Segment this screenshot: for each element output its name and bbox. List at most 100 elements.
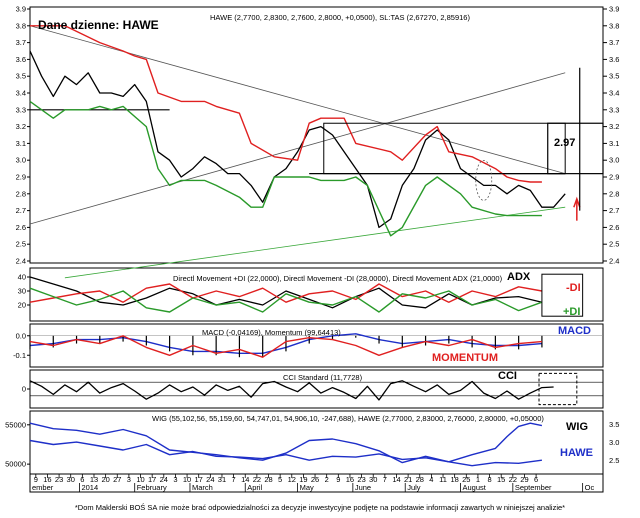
y-tick-label: 3.1 <box>16 139 26 148</box>
month-label: Oc <box>585 483 595 492</box>
x-tick-label: 3 <box>127 475 131 484</box>
wig-legend: WIG (55,102,56, 55,159,60, 54,747,01, 54… <box>152 414 544 423</box>
x-tick-label: 6 <box>80 475 84 484</box>
x-tick-label: 9 <box>336 475 340 484</box>
x-tick-label: 3 <box>173 475 177 484</box>
y-tick-label-right: 3.5 <box>609 420 619 429</box>
series-adx <box>29 276 543 309</box>
x-tick-label: 18 <box>450 475 458 484</box>
wig-label: WIG <box>566 421 588 433</box>
y-tick-label-right: 3.8 <box>609 21 619 30</box>
month-label: ember <box>32 483 54 492</box>
y-tick-label: 3.5 <box>16 72 26 81</box>
y-tick-label: 3.7 <box>16 38 26 47</box>
x-tick-label: 27 <box>113 475 121 484</box>
series-wig <box>29 422 543 463</box>
macd-label: MACD <box>558 325 591 337</box>
x-tick-label: 17 <box>148 475 156 484</box>
x-tick-label: 10 <box>183 475 191 484</box>
y-tick-label: 3.0 <box>16 156 26 165</box>
x-tick-label: 13 <box>90 475 98 484</box>
x-tick-label: 17 <box>195 475 203 484</box>
y-tick-label: 3.6 <box>16 55 26 64</box>
y-tick-label-right: 2.9 <box>609 173 619 182</box>
series-close <box>29 50 566 229</box>
series-hawe <box>29 422 542 467</box>
x-tick-label: 10 <box>136 475 144 484</box>
y-tick-label: 30 <box>18 287 26 296</box>
y-tick-label-right: 3.2 <box>609 122 619 131</box>
x-tick-label: 14 <box>392 475 400 484</box>
month-label: April <box>247 483 262 492</box>
x-tick-label: 11 <box>439 475 447 484</box>
y-tick-label: 3.4 <box>16 89 26 98</box>
y-tick-label: 50000 <box>5 460 26 469</box>
y-tick-label: 0.0 <box>16 331 26 340</box>
y-tick-label: 2.9 <box>16 173 26 182</box>
cci-label: CCI <box>498 370 517 382</box>
x-tick-label: 22 <box>509 475 517 484</box>
x-tick-label: 1 <box>476 475 480 484</box>
chart-title: Dane dzienne: HAWE <box>38 18 159 32</box>
x-tick-label: 7 <box>383 475 387 484</box>
x-tick-label: 5 <box>278 475 282 484</box>
disclaimer-footer: *Dom Maklerski BOŚ SA nie może brać odpo… <box>75 503 565 512</box>
y-tick-label: 0 <box>22 385 26 394</box>
y-tick-label: 2.8 <box>16 189 26 198</box>
y-tick-label-right: 2.4 <box>609 257 619 266</box>
trendline-up <box>29 72 566 225</box>
y-tick-label-right: 2.5 <box>609 456 619 465</box>
y-tick-label: 2.7 <box>16 206 26 215</box>
price-annotation: 2.97 <box>554 137 575 149</box>
y-tick-label-right: 3.5 <box>609 72 619 81</box>
x-tick-label: 20 <box>101 475 109 484</box>
x-tick-label: 7 <box>232 475 236 484</box>
y-tick-label: 20 <box>18 301 26 310</box>
x-tick-label: 28 <box>416 475 424 484</box>
series-minus_di <box>29 283 543 303</box>
x-tick-label: 31 <box>218 475 226 484</box>
minus-di-label: -DI <box>566 282 581 294</box>
x-tick-label: 19 <box>299 475 307 484</box>
y-tick-label: 2.5 <box>16 240 26 249</box>
x-tick-label: 30 <box>369 475 377 484</box>
y-tick-label-right: 2.6 <box>609 223 619 232</box>
y-tick-label-right: 3.4 <box>609 89 619 98</box>
series-plus_di <box>29 287 543 313</box>
month-label: July <box>407 483 421 492</box>
y-tick-label-right: 3.0 <box>609 438 619 447</box>
x-tick-label: 12 <box>288 475 296 484</box>
trendline-down <box>29 25 566 174</box>
dmi-panel <box>29 267 604 322</box>
y-tick-label-right: 3.6 <box>609 55 619 64</box>
y-tick-label: 2.6 <box>16 223 26 232</box>
up-arrow-head <box>573 196 581 208</box>
x-tick-label: 15 <box>497 475 505 484</box>
adx-label: ADX <box>507 271 531 283</box>
x-tick-label: 26 <box>311 475 319 484</box>
y-tick-label: 3.2 <box>16 122 26 131</box>
month-label: 2014 <box>81 483 98 492</box>
cci-highlight-box <box>538 372 578 406</box>
x-tick-label: 16 <box>43 475 51 484</box>
series-cci <box>29 380 554 401</box>
x-tick-label: 21 <box>404 475 412 484</box>
x-tick-label: 22 <box>253 475 261 484</box>
y-tick-label: -0.1 <box>13 351 26 360</box>
dmi-highlight-box <box>541 273 584 317</box>
target-box <box>547 122 604 175</box>
range-box <box>323 122 566 175</box>
y-tick-label: 3.9 <box>16 5 26 14</box>
plus-di-label: +DI <box>563 306 580 318</box>
momentum-label: MOMENTUM <box>432 352 498 364</box>
y-tick-label: 2.4 <box>16 257 26 266</box>
y-tick-label-right: 3.9 <box>609 5 619 14</box>
x-tick-label: 29 <box>520 475 528 484</box>
month-label: August <box>462 483 486 492</box>
dmi-legend: Directl Movement +DI (22,0000), Directl … <box>173 274 503 283</box>
month-label: May <box>300 483 314 492</box>
x-tick-label: 23 <box>357 475 365 484</box>
month-label: February <box>137 483 167 492</box>
x-tick-label: 4 <box>429 475 433 484</box>
